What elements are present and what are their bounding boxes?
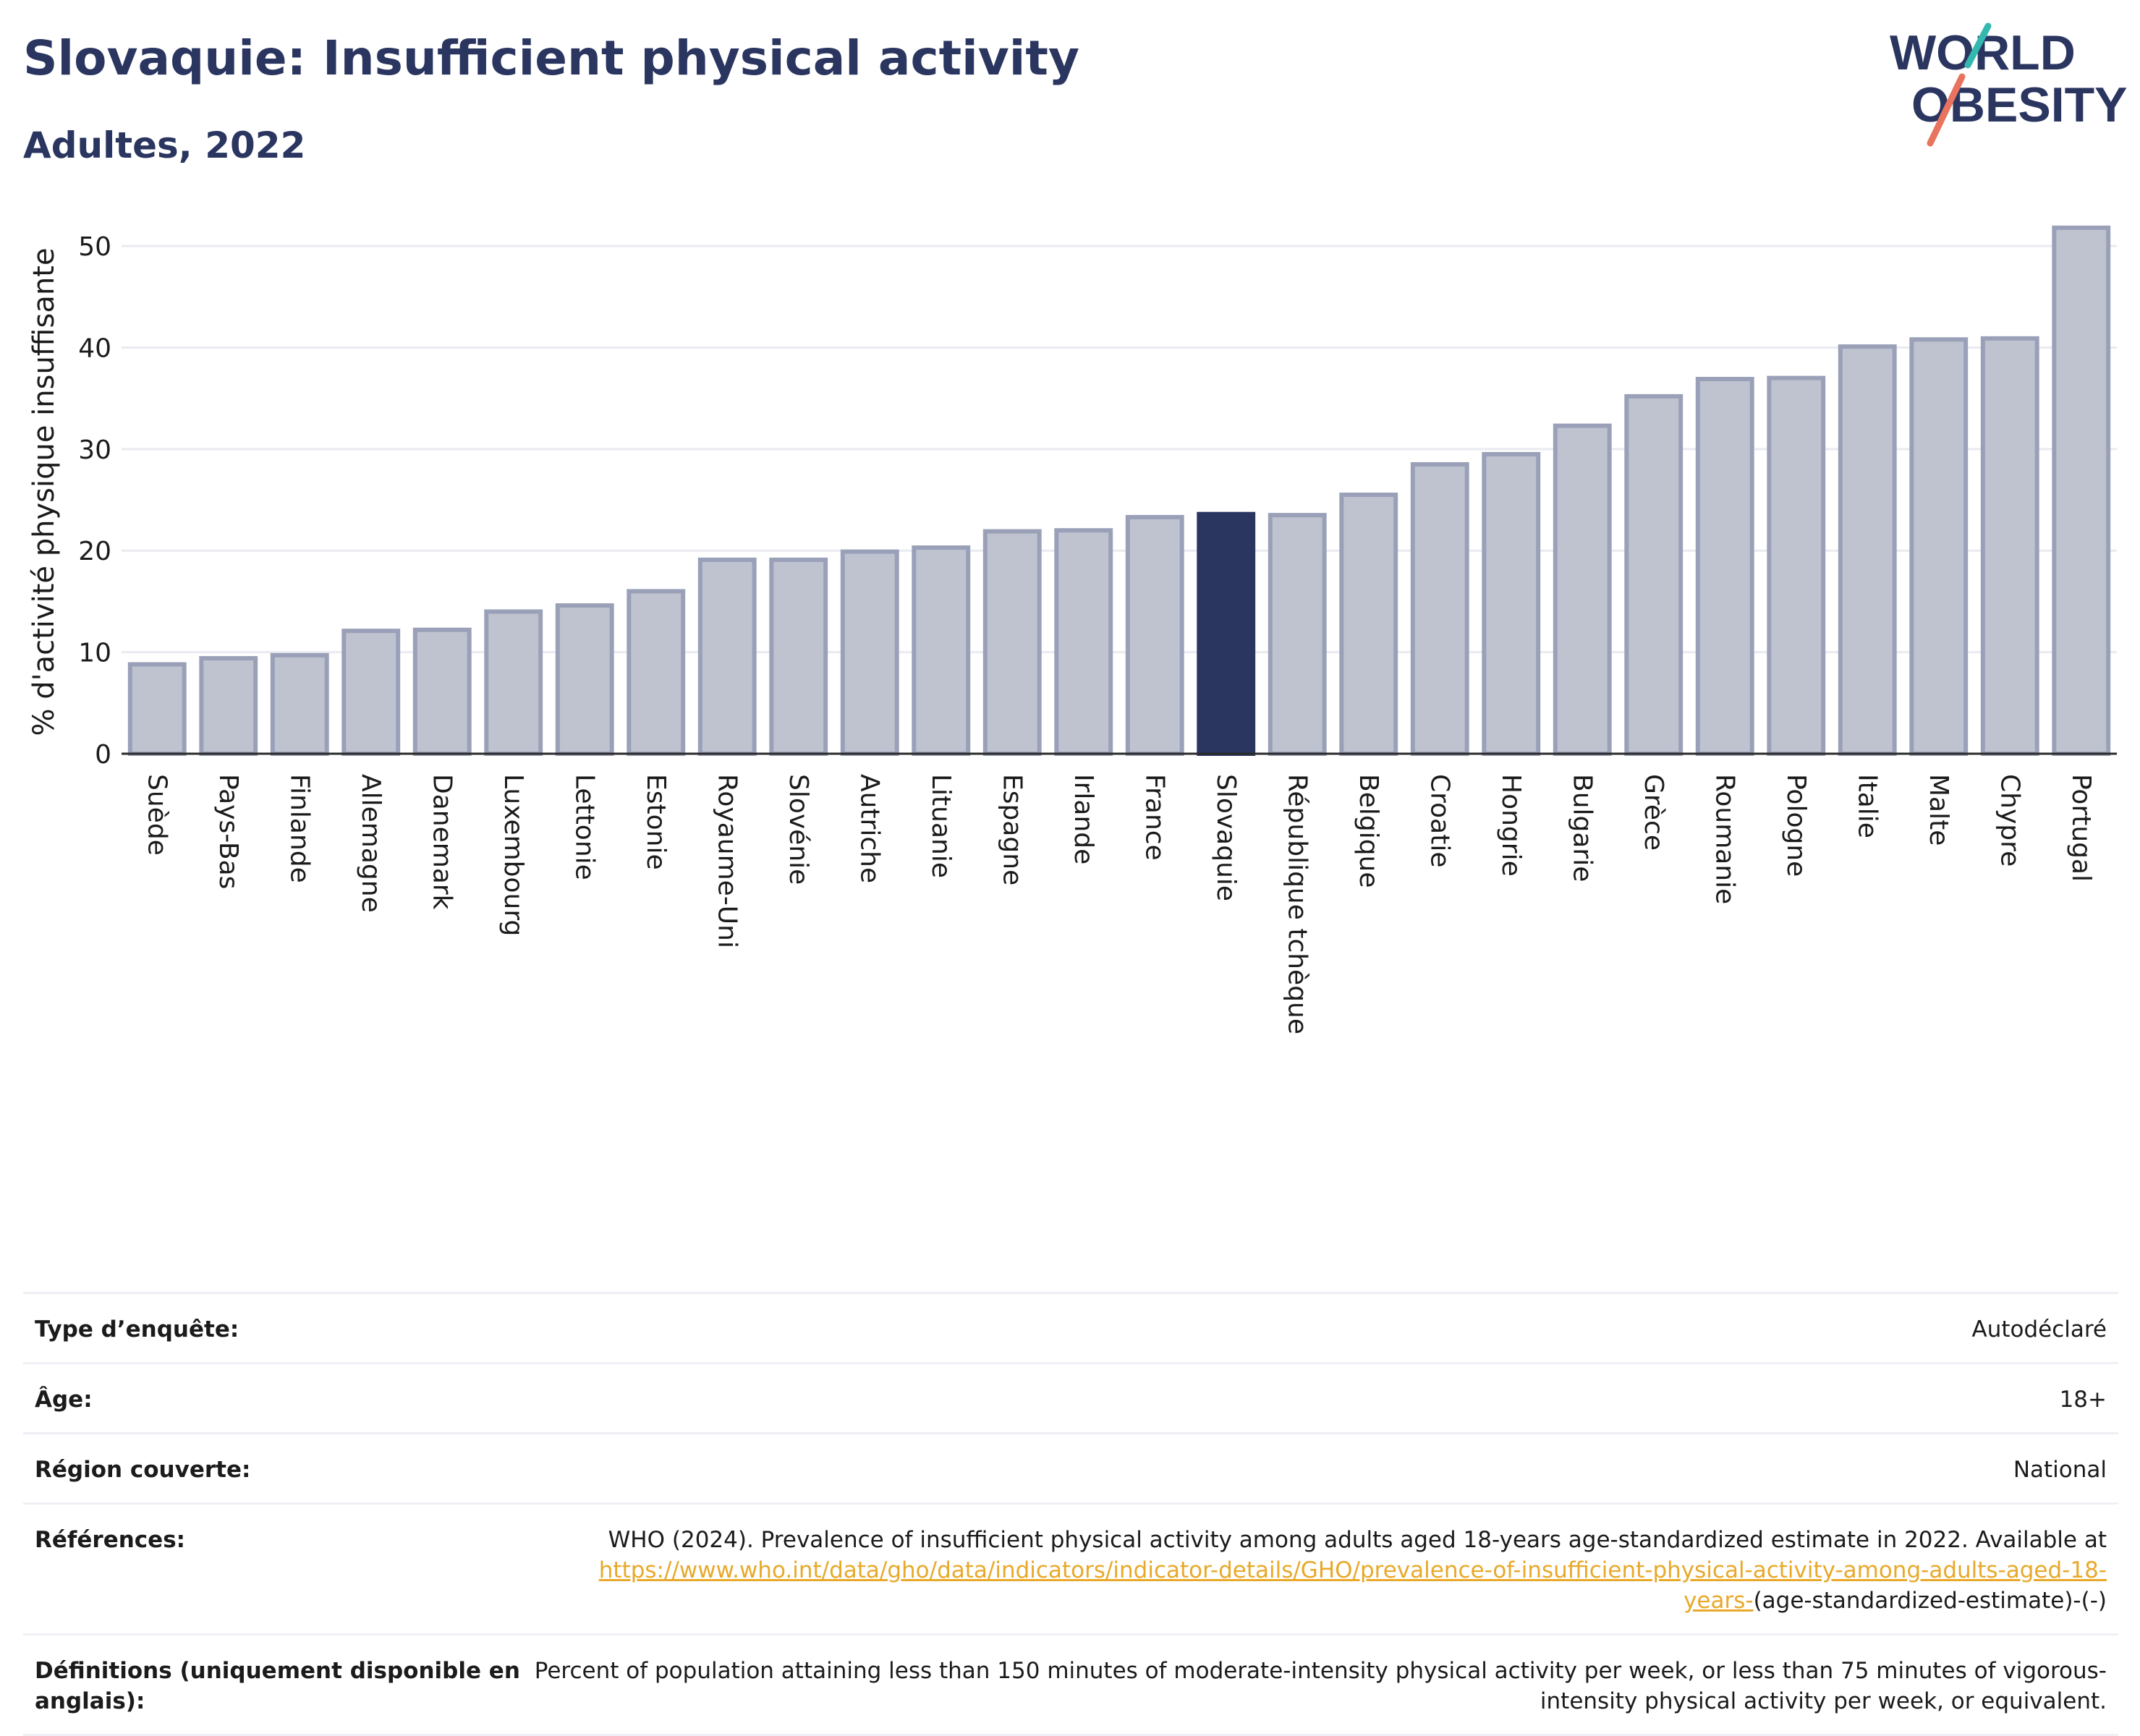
x-tick-label: Bulgarie	[1567, 774, 1597, 882]
bar	[1767, 375, 1826, 756]
info-value: WHO (2024). Prevalence of insufficient p…	[530, 1525, 2107, 1616]
info-row-region: Région couverte: National	[23, 1434, 2118, 1505]
y-tick-label: 0	[95, 740, 111, 770]
x-tick-label: Estonie	[641, 774, 671, 870]
bar	[840, 549, 899, 756]
x-tick-label: Suède	[142, 774, 171, 856]
world-obesity-logo: WORLD OBESITY	[1890, 22, 2127, 147]
bar-highlight	[1197, 511, 1256, 756]
x-tick-label: Slovaquie	[1211, 774, 1241, 901]
info-value: Percent of population attaining less tha…	[534, 1658, 2107, 1714]
bar	[1838, 344, 1897, 756]
logo-slash-teal	[1964, 22, 1992, 69]
x-tick-label: Pays-Bas	[213, 774, 243, 889]
bar	[769, 557, 828, 757]
bar	[412, 627, 472, 756]
bar-chart: 0 10 20 30 40 50 Suède Pays-Bas Finlande Allemag…	[27, 225, 2117, 1034]
x-tick-label: Belgique	[1354, 774, 1383, 888]
bar	[1410, 461, 1469, 756]
info-value: National	[2013, 1457, 2107, 1483]
logo-slash-coral	[1927, 73, 1966, 147]
info-value: Autodéclaré	[1971, 1316, 2107, 1343]
bar	[1909, 337, 1969, 756]
x-tick-label: République tchèque	[1282, 774, 1312, 1034]
info-label: Âge:	[35, 1387, 93, 1413]
info-table: Type d’enquête: Autodéclaré Âge: 18+ Rég…	[23, 1292, 2118, 1736]
info-label: Références:	[35, 1527, 186, 1553]
bar	[1553, 423, 1612, 756]
y-tick-label: 50	[78, 232, 111, 262]
y-tick-label: 30	[78, 435, 111, 465]
bar	[341, 629, 401, 756]
x-tick-label: Danemark	[427, 774, 457, 910]
info-label: Région couverte:	[35, 1457, 251, 1483]
bar	[1695, 377, 1754, 756]
bar	[697, 557, 757, 757]
x-tick-label: Lettonie	[569, 774, 599, 880]
bar	[1339, 493, 1398, 756]
y-tick-label: 40	[78, 333, 111, 363]
info-label: Type d’enquête:	[35, 1316, 239, 1343]
bar	[555, 603, 614, 757]
x-tick-label: Pologne	[1781, 774, 1811, 877]
x-tick-label: Italie	[1852, 774, 1882, 838]
info-row-references: Références: WHO (2024). Prevalence of in…	[23, 1505, 2118, 1635]
x-tick-label: Royaume-Uni	[712, 774, 742, 948]
bar	[1980, 336, 2039, 756]
y-tick-labels: 0 10 20 30 40 50	[78, 232, 111, 770]
bar	[2052, 225, 2111, 756]
bar	[1268, 513, 1327, 756]
x-tick-label: Slovénie	[784, 774, 813, 885]
bar	[127, 662, 187, 756]
reference-link-suffix: (age-standardized-estimate)-(-)	[1753, 1588, 2107, 1614]
reference-link[interactable]: https://www.who.int/data/gho/data/indica…	[598, 1557, 2107, 1614]
info-value: 18+	[2059, 1387, 2107, 1413]
info-row-definitions: Définitions (uniquement disponible en an…	[23, 1635, 2118, 1736]
bar	[1125, 514, 1184, 757]
info-label: Définitions (uniquement disponible en an…	[35, 1658, 520, 1714]
x-tick-label: Portugal	[2066, 774, 2096, 882]
bar	[982, 529, 1042, 757]
bar	[270, 652, 329, 757]
x-tick-label: Grèce	[1639, 774, 1668, 851]
reference-text: WHO (2024). Prevalence of insufficient p…	[608, 1527, 2107, 1553]
x-tick-label: Irlande	[1069, 774, 1098, 864]
info-row-age: Âge: 18+	[23, 1364, 2118, 1434]
bar	[484, 609, 543, 756]
y-tick-label: 10	[78, 639, 111, 668]
x-tick-label: Malte	[1924, 774, 1953, 846]
info-row-survey-type: Type d’enquête: Autodéclaré	[23, 1294, 2118, 1364]
x-tick-label: France	[1139, 774, 1169, 861]
x-tick-label: Chypre	[1995, 774, 2024, 867]
x-tick-label: Finlande	[284, 774, 314, 883]
bar	[199, 656, 258, 756]
bar	[627, 589, 686, 757]
chart-subtitle: Adultes, 2022	[23, 124, 306, 166]
bars	[127, 225, 2111, 757]
bar	[1054, 528, 1113, 756]
x-tick-label: Autriche	[854, 774, 884, 883]
bar	[1624, 393, 1683, 756]
bar	[912, 545, 971, 756]
x-tick-label: Hongrie	[1496, 774, 1526, 877]
bar	[1482, 451, 1541, 756]
x-tick-label: Luxembourg	[498, 774, 528, 936]
y-tick-label: 20	[78, 537, 111, 566]
y-axis-label: % d'activité physique insuffisante	[27, 248, 61, 736]
x-tick-label: Espagne	[997, 774, 1027, 885]
x-tick-label: Lituanie	[926, 774, 956, 878]
x-tick-labels: Suède Pays-Bas Finlande Allemagne Danemark Lu…	[142, 774, 2096, 1034]
x-tick-label: Allemagne	[356, 774, 386, 913]
x-tick-label: Croatie	[1424, 774, 1454, 868]
chart-title: Slovaquie: Insufficient physical activit…	[23, 30, 1079, 86]
x-tick-label: Roumanie	[1710, 774, 1739, 904]
